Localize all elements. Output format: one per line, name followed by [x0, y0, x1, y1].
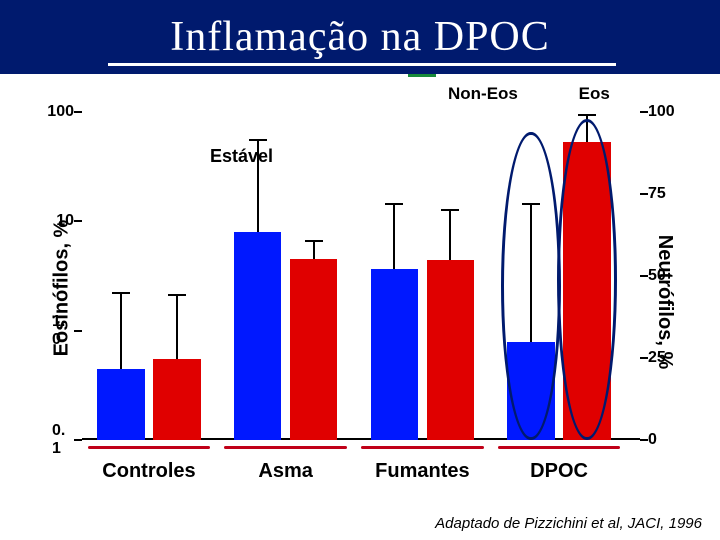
- highlight-ellipse: [557, 119, 616, 440]
- error-stem: [393, 204, 395, 270]
- citation: Adaptado de Pizzichini et al, JACI, 1996: [435, 515, 702, 532]
- page-title: Inflamação na DPOC: [170, 13, 550, 61]
- y-right-tick-label: 25: [648, 349, 666, 367]
- legend-eos: Eos: [579, 84, 610, 104]
- group-underline: [498, 446, 621, 449]
- group-label: Asma: [258, 460, 312, 483]
- y-right-tick-mark: [640, 357, 648, 359]
- chart: Eosinófilos, % Neutrófilos, % 100101. 00…: [52, 112, 670, 464]
- legend: Non-Eos Eos: [420, 84, 638, 104]
- highlight-ellipse: [501, 132, 560, 440]
- error-cap: [249, 139, 267, 141]
- error-stem: [313, 241, 315, 259]
- y-axis-left-ticks: 100101. 00. 1: [52, 112, 82, 440]
- y-right-tick-label: 50: [648, 267, 666, 285]
- error-cap: [441, 209, 459, 211]
- bar: [290, 259, 337, 440]
- error-cap: [305, 240, 323, 242]
- bar: [371, 269, 418, 440]
- bar: [427, 260, 474, 440]
- title-underline: [108, 63, 616, 66]
- error-cap: [112, 292, 130, 294]
- y-right-tick-mark: [640, 275, 648, 277]
- y-right-tick-mark: [640, 193, 648, 195]
- group-label: Fumantes: [375, 460, 469, 483]
- y-left-tick-mark: [74, 220, 82, 222]
- error-stem: [176, 295, 178, 359]
- y-left-tick-label: 100: [47, 103, 74, 121]
- error-cap: [578, 114, 596, 116]
- y-right-tick-mark: [640, 111, 648, 113]
- title-bar: Inflamação na DPOC: [0, 0, 720, 74]
- y-right-tick-mark: [640, 439, 648, 441]
- y-left-tick-label: 1. 0: [52, 313, 74, 349]
- y-right-tick-label: 0: [648, 431, 657, 449]
- group-underline: [224, 446, 347, 449]
- y-axis-right-ticks: 1007550250: [640, 112, 670, 440]
- group-underline: [88, 446, 211, 449]
- y-left-tick-mark: [74, 330, 82, 332]
- title-underline-accent: [408, 74, 436, 77]
- error-cap: [385, 203, 403, 205]
- y-left-tick-mark: [74, 439, 82, 441]
- error-stem: [120, 293, 122, 368]
- legend-noneos: Non-Eos: [448, 84, 518, 104]
- group-label: DPOC: [530, 460, 588, 483]
- bar: [234, 232, 281, 440]
- error-stem: [449, 210, 451, 259]
- y-left-tick-label: 10: [56, 212, 74, 230]
- y-left-tick-mark: [74, 111, 82, 113]
- annotation-estavel: Estável: [210, 146, 273, 167]
- group-label: Controles: [102, 460, 195, 483]
- y-right-tick-label: 75: [648, 185, 666, 203]
- y-right-tick-label: 100: [648, 103, 675, 121]
- error-cap: [168, 294, 186, 296]
- bar: [97, 369, 144, 440]
- bar: [153, 359, 200, 440]
- y-left-tick-label: 0. 1: [52, 422, 74, 458]
- group-underline: [361, 446, 484, 449]
